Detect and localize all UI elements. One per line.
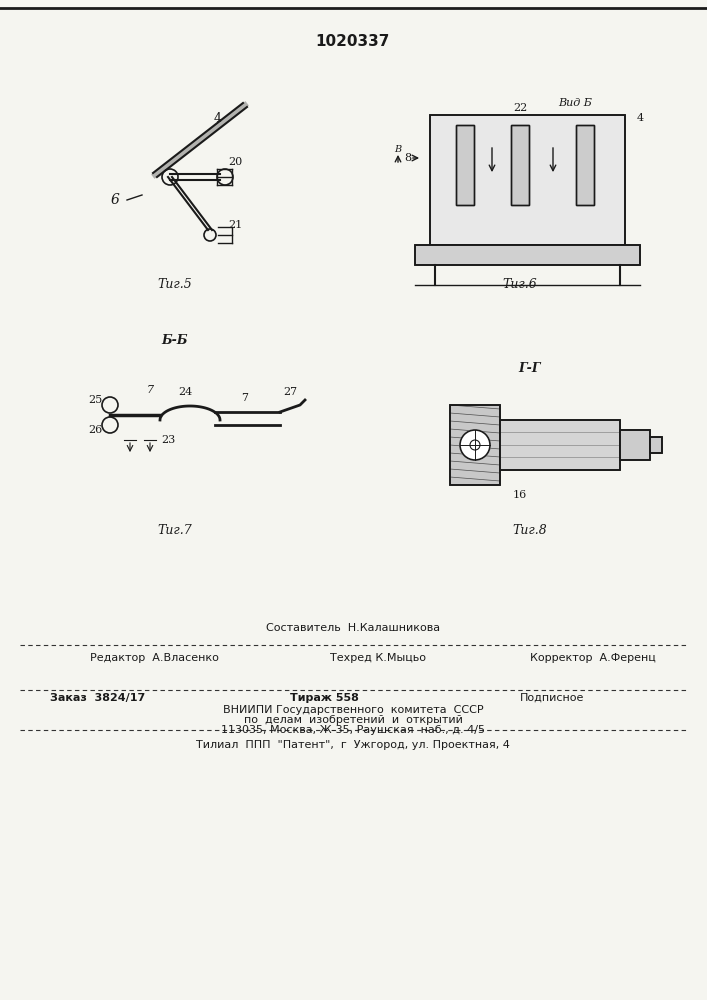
Text: 1020337: 1020337 xyxy=(316,34,390,49)
Bar xyxy=(620,430,650,460)
Text: 23: 23 xyxy=(161,435,175,445)
Bar xyxy=(620,430,650,460)
Bar xyxy=(576,125,594,205)
Bar xyxy=(650,437,662,453)
Text: Τиг.5: Τиг.5 xyxy=(158,278,192,292)
Text: 26: 26 xyxy=(88,425,102,435)
Text: Τиг.7: Τиг.7 xyxy=(158,524,192,536)
Text: Подписное: Подписное xyxy=(520,693,585,703)
Text: Τиг.6: Τиг.6 xyxy=(503,278,537,292)
Text: 27: 27 xyxy=(283,387,297,397)
Bar xyxy=(450,405,500,485)
Bar xyxy=(500,420,620,470)
Text: по  делам  изобретений  и  открытий: по делам изобретений и открытий xyxy=(244,715,462,725)
Text: 4: 4 xyxy=(214,111,222,124)
Text: ВНИИПИ Государственного  комитета  СССР: ВНИИПИ Государственного комитета СССР xyxy=(223,705,484,715)
Text: Г-Г: Г-Г xyxy=(519,361,542,374)
Text: B: B xyxy=(395,145,402,154)
Text: Б-Б: Б-Б xyxy=(162,334,188,347)
Bar xyxy=(430,115,625,245)
Text: 6: 6 xyxy=(110,193,119,207)
Text: Заказ  3824/17: Заказ 3824/17 xyxy=(50,693,145,703)
Text: 4: 4 xyxy=(636,113,643,123)
Text: 113035, Москва, Ж-35, Раушская  наб., д. 4/5: 113035, Москва, Ж-35, Раушская наб., д. … xyxy=(221,725,485,735)
Text: Вид Б: Вид Б xyxy=(558,98,592,108)
Bar xyxy=(430,115,625,245)
Circle shape xyxy=(460,430,490,460)
Text: Корректор  А.Ференц: Корректор А.Ференц xyxy=(530,653,656,663)
Bar xyxy=(450,405,500,485)
Text: 22: 22 xyxy=(513,103,527,113)
Text: 24: 24 xyxy=(178,387,192,397)
Text: Τиг.8: Τиг.8 xyxy=(513,524,547,536)
Text: 25: 25 xyxy=(88,395,102,405)
Text: 7: 7 xyxy=(146,385,153,395)
Text: Редактор  А.Власенко: Редактор А.Власенко xyxy=(90,653,219,663)
Bar xyxy=(576,125,594,205)
Bar xyxy=(511,125,529,205)
Bar xyxy=(415,245,640,265)
Text: 8: 8 xyxy=(404,153,411,163)
Text: 7: 7 xyxy=(242,393,248,403)
Bar xyxy=(500,420,620,470)
Text: Составитель  Н.Калашникова: Составитель Н.Калашникова xyxy=(266,623,440,633)
Text: Тираж 558: Тираж 558 xyxy=(290,693,359,703)
Bar xyxy=(511,125,529,205)
Bar xyxy=(456,125,474,205)
Text: Техред К.Мыцьо: Техред К.Мыцьо xyxy=(330,653,426,663)
Text: 20: 20 xyxy=(228,157,242,167)
Text: 16: 16 xyxy=(513,490,527,500)
Bar xyxy=(650,437,662,453)
Bar xyxy=(456,125,474,205)
Text: 21: 21 xyxy=(228,220,242,230)
Bar xyxy=(415,245,640,265)
Text: Τилиал  ППП  "Патент",  г  Ужгород, ул. Проектная, 4: Τилиал ППП "Патент", г Ужгород, ул. Прое… xyxy=(196,740,510,750)
